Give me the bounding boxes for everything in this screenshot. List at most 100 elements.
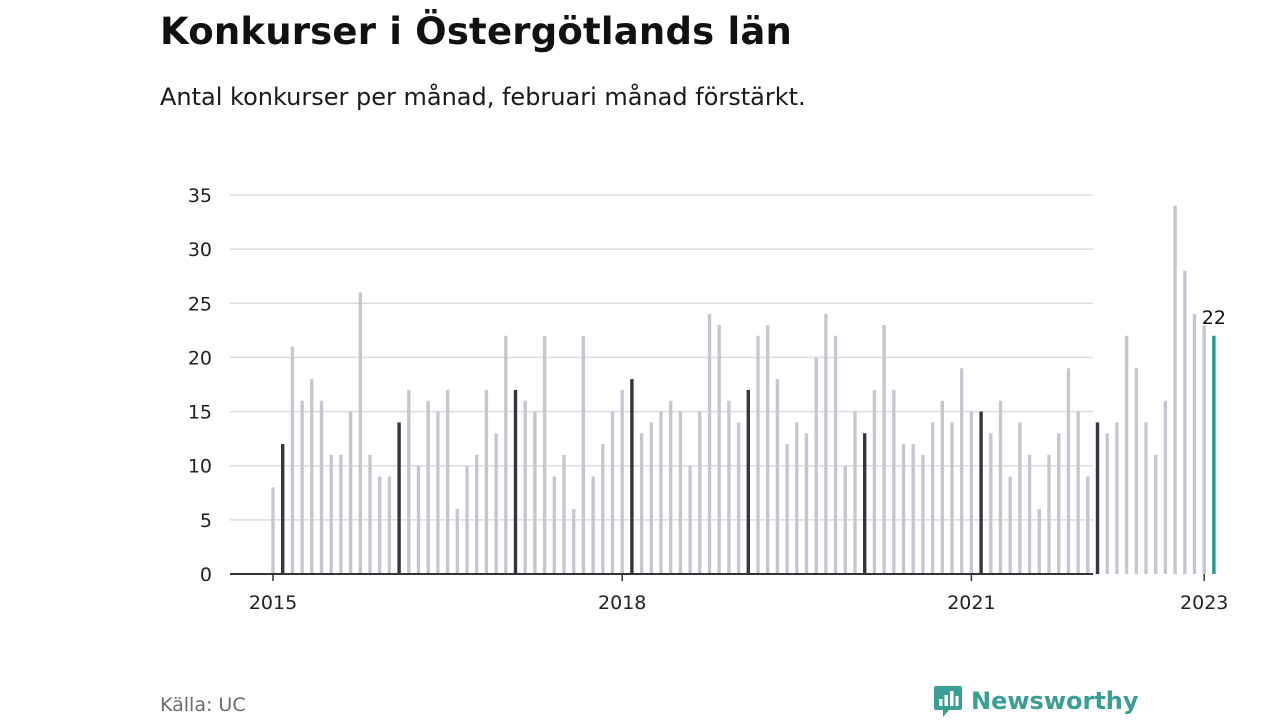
bar-2016-07	[445, 389, 450, 574]
latest-value-label: 22	[1202, 307, 1226, 329]
bar-2021-04	[998, 400, 1003, 574]
bar-2022-09	[1163, 400, 1168, 574]
bar-2021-03	[989, 433, 993, 574]
y-tick-label-0: 0	[200, 564, 212, 586]
y-tick-label-15: 15	[188, 402, 212, 424]
bar-2019-03	[756, 335, 760, 574]
bar-2018-10	[707, 314, 712, 574]
bar-2021-08	[1037, 509, 1041, 574]
bar-2022-06	[1134, 368, 1138, 574]
y-tick-label-35: 35	[188, 185, 212, 207]
bar-2022-04	[1115, 422, 1119, 574]
bar-2019-05	[775, 379, 780, 574]
bar-2022-10	[1173, 205, 1177, 575]
bar-2022-05	[1124, 335, 1129, 574]
bar-2022-07	[1144, 422, 1148, 574]
bar-2015-09	[348, 411, 353, 574]
bar-2019-07	[795, 422, 799, 574]
y-tick-label-30: 30	[188, 239, 212, 261]
bar-2015-02	[281, 444, 285, 574]
bar-2015-10	[358, 292, 362, 574]
bar-2017-09	[581, 335, 586, 574]
bar-2017-10	[591, 476, 595, 574]
brand-name: Newsworthy	[971, 687, 1139, 715]
bar-2018-02	[630, 379, 634, 574]
bar-2018-09	[698, 411, 702, 574]
bar-2017-08	[572, 509, 576, 574]
bar-2016-09	[465, 465, 469, 574]
bar-2018-12	[727, 400, 731, 574]
chart-subtitle: Antal konkurser per månad, februari måna…	[160, 83, 806, 111]
bar-2019-09	[814, 357, 818, 574]
bar-2015-12	[378, 476, 382, 574]
x-axis-tick-labels: 2015 2018 2021 2023	[249, 592, 1229, 614]
bars	[271, 205, 1216, 575]
y-tick-label-10: 10	[188, 456, 212, 478]
bar-2020-01	[853, 411, 857, 574]
bar-2020-05	[892, 389, 896, 574]
bar-2021-06	[1018, 422, 1022, 574]
bar-2018-04	[649, 422, 653, 574]
bar-2016-01	[387, 476, 392, 574]
bar-2018-11	[717, 324, 721, 574]
bar-2015-01	[271, 487, 275, 574]
y-tick-label-5: 5	[200, 510, 212, 532]
bar-2019-12	[843, 465, 847, 574]
y-axis-tick-labels: 0 5 10 15 20 25 30 35	[188, 185, 212, 586]
bar-2020-09	[930, 422, 935, 574]
bar-2017-01	[504, 335, 508, 574]
bar-2022-12	[1192, 314, 1197, 574]
bar-2020-03	[872, 389, 877, 574]
bar-2017-02	[513, 389, 518, 574]
x-tick-label-2015: 2015	[249, 592, 297, 614]
bar-2018-08	[688, 465, 692, 574]
bar-2020-10	[940, 400, 944, 574]
bar-2022-11	[1183, 270, 1187, 574]
y-tick-label-20: 20	[188, 347, 212, 369]
bar-2021-12	[1076, 411, 1080, 574]
bar-2019-10	[824, 314, 828, 574]
bar-2020-04	[882, 324, 886, 574]
bar-2022-02	[1095, 422, 1100, 574]
y-tick-label-25: 25	[188, 293, 212, 315]
newsworthy-logo-icon	[934, 686, 962, 717]
x-tick-label-2018: 2018	[598, 592, 646, 614]
bar-2016-10	[475, 454, 479, 574]
bar-2018-05	[659, 411, 663, 574]
bar-2016-04	[416, 465, 421, 574]
bar-2016-08	[455, 509, 459, 574]
bar-2019-02	[746, 389, 750, 574]
bar-2021-02	[979, 411, 983, 574]
bar-2016-02	[397, 422, 401, 574]
bar-chart: 0 5 10 15 20 25 30 35 2015 2018 2021 2023 22	[188, 185, 1229, 614]
x-axis	[230, 573, 1205, 581]
bar-2021-01	[969, 411, 974, 574]
bar-2015-11	[368, 454, 372, 574]
bar-2015-08	[339, 454, 343, 574]
bar-2017-12	[610, 411, 615, 574]
newsworthy-brand[interactable]: Newsworthy	[933, 684, 1139, 718]
chart-title: Konkurser i Östergötlands län	[160, 10, 793, 53]
x-tick-label-2021: 2021	[947, 592, 995, 614]
bar-2021-09	[1047, 454, 1051, 574]
bar-2015-04	[300, 400, 304, 574]
bar-2021-05	[1008, 476, 1012, 574]
bar-2015-03	[290, 346, 295, 574]
bar-2019-08	[804, 433, 809, 574]
bar-2017-04	[533, 411, 537, 574]
bar-2015-06	[319, 400, 324, 574]
bar-2018-03	[639, 433, 644, 574]
bar-2020-06	[901, 444, 906, 574]
bar-2020-11	[950, 422, 954, 574]
bar-2017-03	[523, 400, 527, 574]
bar-2018-01	[620, 389, 624, 574]
bar-2021-11	[1066, 368, 1071, 574]
bar-2015-05	[310, 379, 314, 574]
bar-2019-04	[766, 324, 770, 574]
bar-2017-11	[601, 444, 605, 574]
bar-2018-07	[678, 411, 683, 574]
bar-2016-06	[436, 411, 440, 574]
bar-2022-03	[1105, 433, 1109, 574]
bar-2017-06	[552, 476, 556, 574]
bar-2020-02	[863, 433, 867, 574]
